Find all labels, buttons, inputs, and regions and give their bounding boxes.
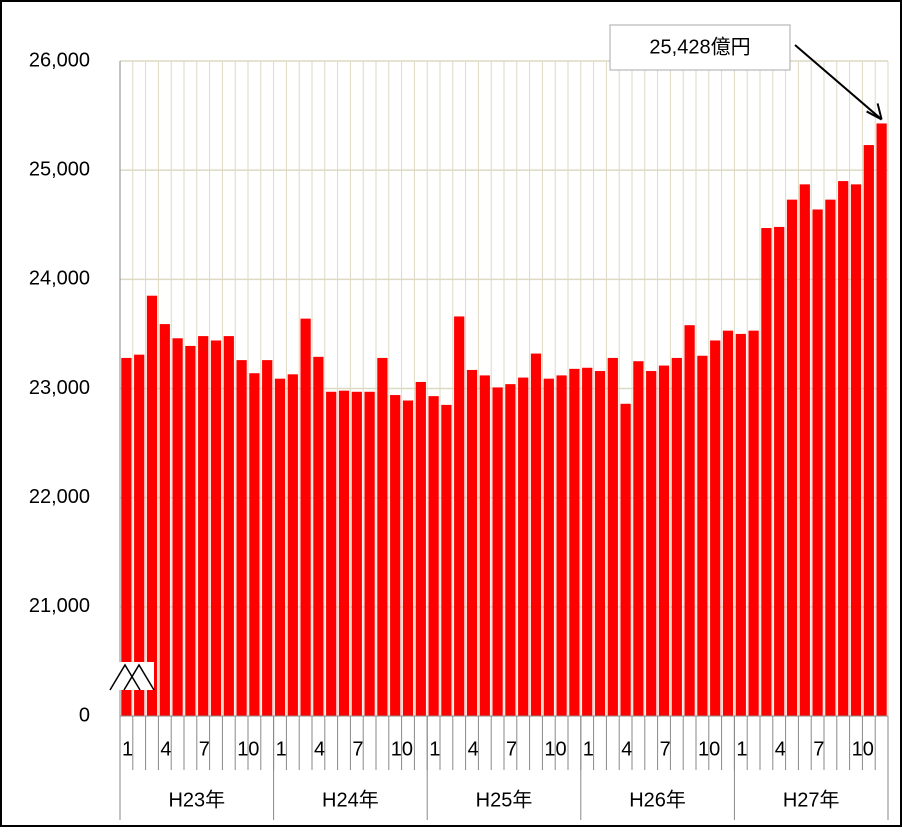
bar: [262, 360, 273, 716]
bar: [838, 181, 849, 717]
bar: [658, 365, 670, 716]
bar: [454, 316, 465, 716]
x-tick-label: 7: [352, 738, 363, 760]
x-tick-label: 4: [775, 738, 786, 760]
bar: [786, 199, 798, 716]
bar: [479, 375, 490, 716]
x-tick-label: 7: [813, 738, 824, 760]
bar: [274, 378, 286, 716]
annotation-arrow: [794, 44, 883, 121]
axis-break: [109, 663, 155, 691]
x-tick-label: 7: [199, 738, 210, 760]
bar: [646, 371, 657, 716]
bar: [761, 228, 772, 716]
bar: [351, 391, 362, 716]
x-tick-label: 1: [429, 738, 440, 760]
y-tick-label: 21,000: [29, 595, 90, 617]
bar: [518, 377, 529, 716]
bar: [364, 391, 375, 716]
bar: [492, 387, 503, 716]
bar: [159, 324, 170, 716]
bar: [582, 367, 593, 716]
bar: [684, 325, 695, 716]
bar: [722, 330, 734, 716]
bar: [415, 381, 426, 716]
bar: [620, 403, 631, 716]
group-label: H25年: [476, 788, 533, 811]
bar: [799, 184, 810, 716]
x-tick-label: 4: [314, 738, 325, 760]
bar: [530, 353, 542, 716]
bar: [428, 396, 439, 716]
group-label: H24年: [322, 788, 379, 811]
bar: [121, 357, 132, 716]
bar: [735, 333, 746, 716]
x-tick-label: 4: [621, 738, 632, 760]
bar: [146, 295, 158, 716]
annotation: 25,428億円: [649, 35, 750, 58]
bar: [390, 395, 401, 716]
bar: [466, 369, 478, 716]
bar: [697, 355, 708, 716]
bar: [402, 400, 414, 716]
bar: [338, 390, 350, 716]
bar: [556, 375, 567, 716]
x-tick-label: 1: [583, 738, 594, 760]
bar: [607, 357, 618, 716]
y-tick-label: 22,000: [29, 486, 90, 508]
bar: [812, 209, 823, 716]
annotation-box: [609, 24, 791, 71]
bar: [300, 318, 311, 716]
bar: [863, 145, 874, 716]
bar: [543, 378, 554, 716]
bar: [236, 360, 247, 716]
bar: [249, 373, 260, 716]
bar: [671, 357, 682, 716]
bar: [198, 336, 209, 716]
bar: [850, 184, 862, 716]
group-label: H26年: [629, 788, 686, 811]
x-tick-label: 7: [660, 738, 671, 760]
group-label: H27年: [783, 788, 840, 811]
x-tick-label: 4: [160, 738, 171, 760]
x-tick-label: 4: [468, 738, 479, 760]
x-tick-label: 1: [122, 738, 133, 760]
bar: [748, 330, 759, 716]
y-tick-label: 0: [79, 704, 90, 726]
annotation-arrowhead: [866, 103, 883, 121]
y-tick-label: 25,000: [29, 158, 90, 180]
x-tick-label: 7: [506, 738, 517, 760]
group-label: H23年: [168, 788, 225, 811]
bar: [210, 340, 222, 716]
y-tick-label: 26,000: [29, 49, 90, 71]
bar: [134, 354, 145, 716]
bar: [223, 336, 234, 716]
bar: [774, 226, 785, 716]
bar: [505, 384, 516, 716]
bar: [287, 374, 298, 716]
x-tick-label: 1: [736, 738, 747, 760]
bar: [377, 357, 388, 716]
x-tick-label: 1: [276, 738, 287, 760]
bar: [876, 123, 887, 716]
y-tick-label: 23,000: [29, 377, 90, 399]
bar: [710, 340, 721, 716]
bar: [594, 371, 606, 716]
y-tick-label: 24,000: [29, 268, 90, 290]
bar: [825, 199, 836, 716]
bar: [326, 391, 337, 716]
bar: [569, 368, 580, 716]
bar: [185, 345, 196, 716]
bar: [441, 404, 452, 716]
bar: [313, 356, 324, 716]
bar: [633, 361, 644, 716]
bar: [172, 338, 183, 716]
